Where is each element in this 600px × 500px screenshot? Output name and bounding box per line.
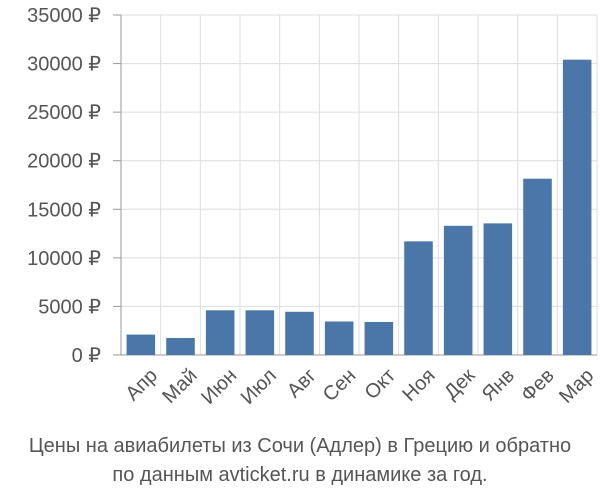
y-tick-label: 20000 ₽ <box>27 151 101 173</box>
bar-10 <box>483 223 513 355</box>
bar-3 <box>205 310 235 355</box>
bar-8 <box>404 241 433 355</box>
bar-6 <box>324 321 354 355</box>
x-tick-label: Мар <box>555 365 598 408</box>
axes <box>113 14 597 356</box>
x-tick-label: Авг <box>283 365 321 403</box>
x-tick-label: Апр <box>121 365 162 406</box>
x-tick-label: Ноя <box>398 365 439 406</box>
bars <box>126 59 592 355</box>
y-tick-label: 5000 ₽ <box>38 296 101 318</box>
bar-2 <box>166 338 195 355</box>
chart-caption-line-2: по данным avticket.ru в динамике за год. <box>112 464 488 486</box>
grid-lines <box>120 14 598 355</box>
bar-5 <box>285 311 314 355</box>
bar-1 <box>126 334 156 355</box>
y-tick-label: 0 ₽ <box>72 345 102 367</box>
bar-9 <box>443 225 473 355</box>
chart-caption-line-1: Цены на авиабилеты из Сочи (Адлер) в Гре… <box>28 435 572 457</box>
x-tick-label: Сен <box>319 365 360 406</box>
bar-4 <box>245 310 275 355</box>
y-tick-label: 15000 ₽ <box>27 199 101 221</box>
x-tick-label: Июн <box>197 365 241 409</box>
y-tick-label: 10000 ₽ <box>27 248 101 270</box>
x-tick-label: Июл <box>237 365 281 409</box>
bar-11 <box>523 178 552 355</box>
x-tick-label: Окт <box>361 365 400 404</box>
x-tick-label: Май <box>158 365 201 408</box>
x-tick-label: Дек <box>440 364 479 403</box>
y-tick-label: 35000 ₽ <box>27 5 101 27</box>
bar-12 <box>562 59 592 355</box>
y-tick-label: 25000 ₽ <box>27 102 101 124</box>
bar-7 <box>364 321 394 355</box>
y-tick-labels: 0 ₽ 5000 ₽ 10000 ₽ 15000 ₽ 20000 ₽ 25000 ₽ 300… <box>27 5 101 367</box>
x-tick-label: Янв <box>478 365 519 406</box>
y-tick-label: 30000 ₽ <box>27 54 101 76</box>
x-tick-label: Фев <box>517 365 559 407</box>
